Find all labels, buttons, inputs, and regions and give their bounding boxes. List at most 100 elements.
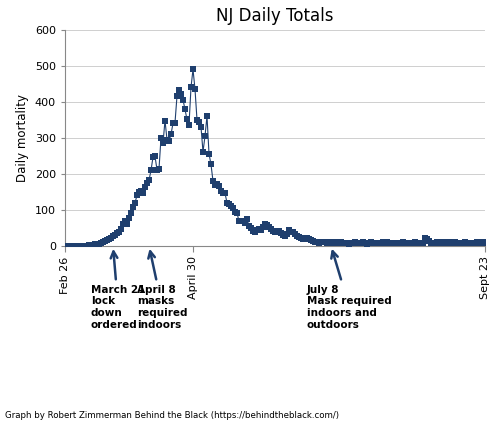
- Point: [231, 208, 239, 215]
- Point: [373, 240, 381, 247]
- Point: [437, 240, 445, 246]
- Point: [447, 239, 455, 246]
- Point: [443, 240, 451, 246]
- Point: [179, 96, 187, 103]
- Point: [101, 238, 109, 245]
- Point: [395, 239, 403, 246]
- Point: [299, 236, 307, 243]
- Point: [435, 239, 443, 246]
- Point: [95, 240, 103, 247]
- Point: [279, 232, 287, 238]
- Point: [431, 240, 439, 246]
- Point: [265, 224, 273, 231]
- Point: [303, 234, 311, 241]
- Point: [311, 238, 319, 245]
- Point: [301, 235, 309, 242]
- Point: [423, 236, 431, 243]
- Point: [433, 239, 441, 245]
- Text: July 8
Mask required
indoors and
outdoors: July 8 Mask required indoors and outdoor…: [307, 251, 392, 329]
- Point: [329, 240, 337, 246]
- Point: [475, 239, 483, 246]
- Point: [323, 239, 331, 246]
- Point: [177, 90, 185, 97]
- Point: [113, 230, 121, 237]
- Point: [357, 240, 365, 246]
- Point: [473, 239, 481, 245]
- Point: [183, 116, 191, 123]
- Point: [205, 150, 213, 157]
- Y-axis label: Daily mortality: Daily mortality: [16, 94, 30, 182]
- Point: [367, 239, 375, 245]
- Point: [165, 138, 173, 145]
- Text: April 8
masks
required
indoors: April 8 masks required indoors: [137, 251, 188, 329]
- Point: [171, 119, 179, 126]
- Point: [65, 243, 73, 249]
- Point: [169, 120, 177, 127]
- Point: [145, 177, 153, 184]
- Point: [391, 240, 399, 246]
- Point: [119, 221, 127, 228]
- Point: [349, 240, 357, 247]
- Point: [319, 238, 327, 245]
- Point: [325, 238, 333, 245]
- Point: [331, 239, 339, 245]
- Point: [219, 189, 227, 196]
- Point: [69, 243, 77, 249]
- Point: [193, 116, 201, 123]
- Point: [297, 234, 305, 241]
- Point: [295, 234, 303, 240]
- Point: [137, 187, 145, 194]
- Point: [267, 225, 275, 232]
- Point: [347, 240, 355, 246]
- Point: [277, 230, 285, 237]
- Point: [87, 242, 95, 248]
- Point: [415, 240, 423, 246]
- Point: [115, 228, 123, 235]
- Point: [89, 241, 97, 248]
- Point: [77, 243, 85, 249]
- Point: [403, 240, 411, 246]
- Point: [83, 242, 91, 249]
- Point: [123, 220, 131, 227]
- Point: [427, 240, 435, 246]
- Point: [413, 239, 421, 246]
- Point: [255, 226, 263, 232]
- Point: [247, 225, 255, 232]
- Title: NJ Daily Totals: NJ Daily Totals: [216, 7, 334, 25]
- Point: [221, 190, 229, 197]
- Point: [143, 179, 151, 186]
- Point: [209, 178, 217, 184]
- Point: [225, 201, 233, 208]
- Point: [75, 243, 83, 249]
- Point: [411, 239, 419, 245]
- Point: [327, 239, 335, 245]
- Point: [187, 84, 195, 91]
- Point: [399, 239, 407, 245]
- Point: [321, 239, 329, 245]
- Point: [139, 189, 147, 196]
- Point: [129, 204, 137, 211]
- Point: [91, 241, 99, 248]
- Point: [467, 239, 475, 246]
- Point: [471, 239, 479, 246]
- Point: [439, 239, 447, 245]
- Point: [81, 242, 89, 249]
- Point: [121, 218, 129, 225]
- Point: [199, 148, 207, 155]
- Point: [73, 243, 81, 249]
- Point: [461, 239, 469, 245]
- Point: [97, 239, 105, 246]
- Point: [151, 153, 159, 159]
- Point: [189, 66, 197, 73]
- Point: [293, 232, 301, 239]
- Point: [307, 237, 315, 243]
- Point: [377, 240, 385, 246]
- Point: [223, 199, 231, 206]
- Point: [109, 233, 117, 240]
- Point: [235, 218, 243, 225]
- Point: [111, 232, 119, 238]
- Point: [249, 227, 257, 234]
- Point: [103, 237, 111, 243]
- Point: [469, 240, 477, 246]
- Point: [315, 240, 323, 246]
